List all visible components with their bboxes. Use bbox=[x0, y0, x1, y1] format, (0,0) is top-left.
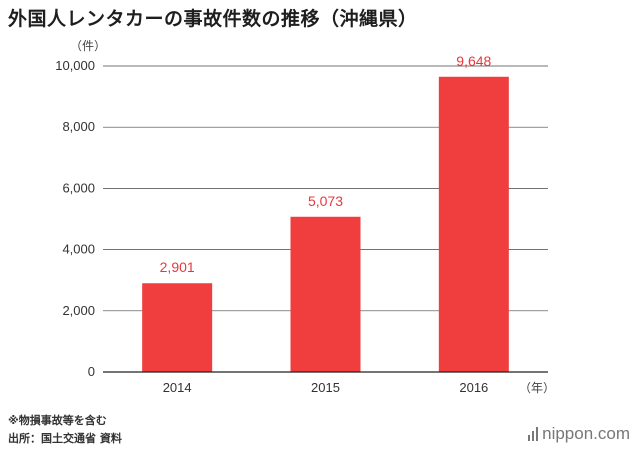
bar-chart: （件） 0 2,000 4,000 6,000 8,000 10,000 2,901 5,0… bbox=[55, 39, 555, 395]
data-label-2016: 9,648 bbox=[456, 53, 491, 69]
footnote: ※物損事故等を含む bbox=[8, 414, 107, 427]
bar-2014 bbox=[142, 283, 213, 372]
x-axis-ticks: 2014 2015 2016 bbox=[163, 380, 489, 395]
y-axis-unit: （件） bbox=[70, 39, 106, 53]
y-tick-label: 10,000 bbox=[55, 58, 95, 73]
data-label-2015: 5,073 bbox=[308, 193, 343, 209]
x-tick-label: 2014 bbox=[163, 380, 192, 395]
y-tick-label: 6,000 bbox=[62, 180, 95, 195]
x-axis-unit: （年） bbox=[519, 381, 555, 395]
brand-logo: nippon.com bbox=[528, 424, 630, 444]
chart-title: 外国人レンタカーの事故件数の推移（沖縄県） bbox=[8, 8, 418, 30]
bar-2015 bbox=[290, 216, 361, 372]
y-tick-label: 2,000 bbox=[62, 303, 95, 318]
y-tick-label: 8,000 bbox=[62, 119, 95, 134]
y-axis-ticks: 0 2,000 4,000 6,000 8,000 10,000 bbox=[55, 58, 95, 379]
data-labels: 2,901 5,073 9,648 bbox=[160, 53, 492, 275]
x-tick-label: 2016 bbox=[459, 380, 488, 395]
data-label-2014: 2,901 bbox=[160, 259, 195, 275]
bars bbox=[142, 76, 509, 372]
y-tick-label: 0 bbox=[88, 364, 95, 379]
source-note: 出所：国土交通省 資料 bbox=[8, 432, 122, 445]
bar-2016 bbox=[438, 76, 509, 372]
x-tick-label: 2015 bbox=[311, 380, 340, 395]
y-tick-label: 4,000 bbox=[62, 242, 95, 257]
nippon-logo-icon bbox=[528, 427, 539, 441]
brand-name: nippon.com bbox=[542, 424, 630, 443]
